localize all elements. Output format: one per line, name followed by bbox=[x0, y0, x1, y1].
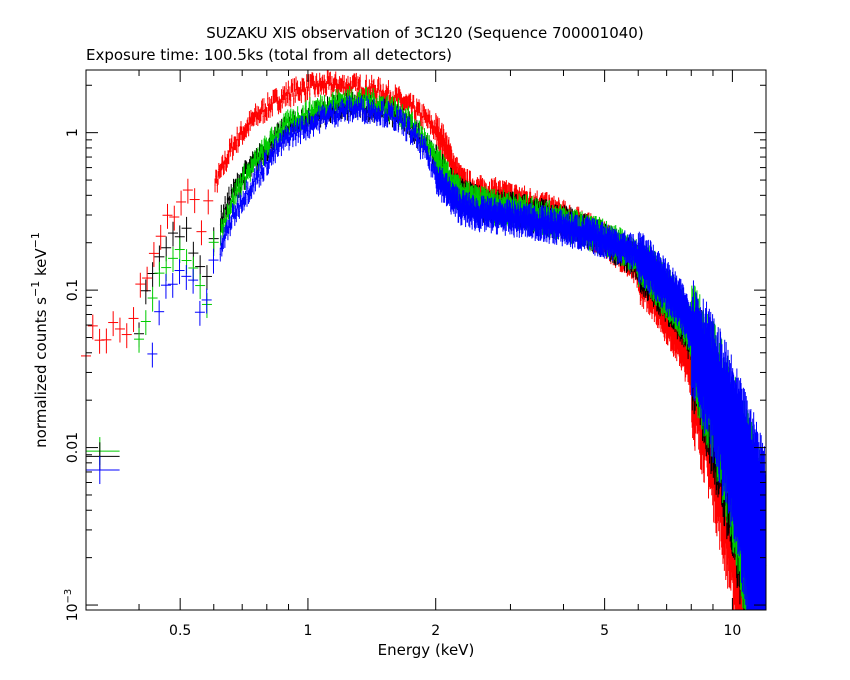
chart-title: SUZAKU XIS observation of 3C120 (Sequenc… bbox=[206, 24, 643, 42]
data-layer bbox=[81, 70, 767, 610]
chart-subtitle: Exposure time: 100.5ks (total from all d… bbox=[86, 46, 452, 64]
